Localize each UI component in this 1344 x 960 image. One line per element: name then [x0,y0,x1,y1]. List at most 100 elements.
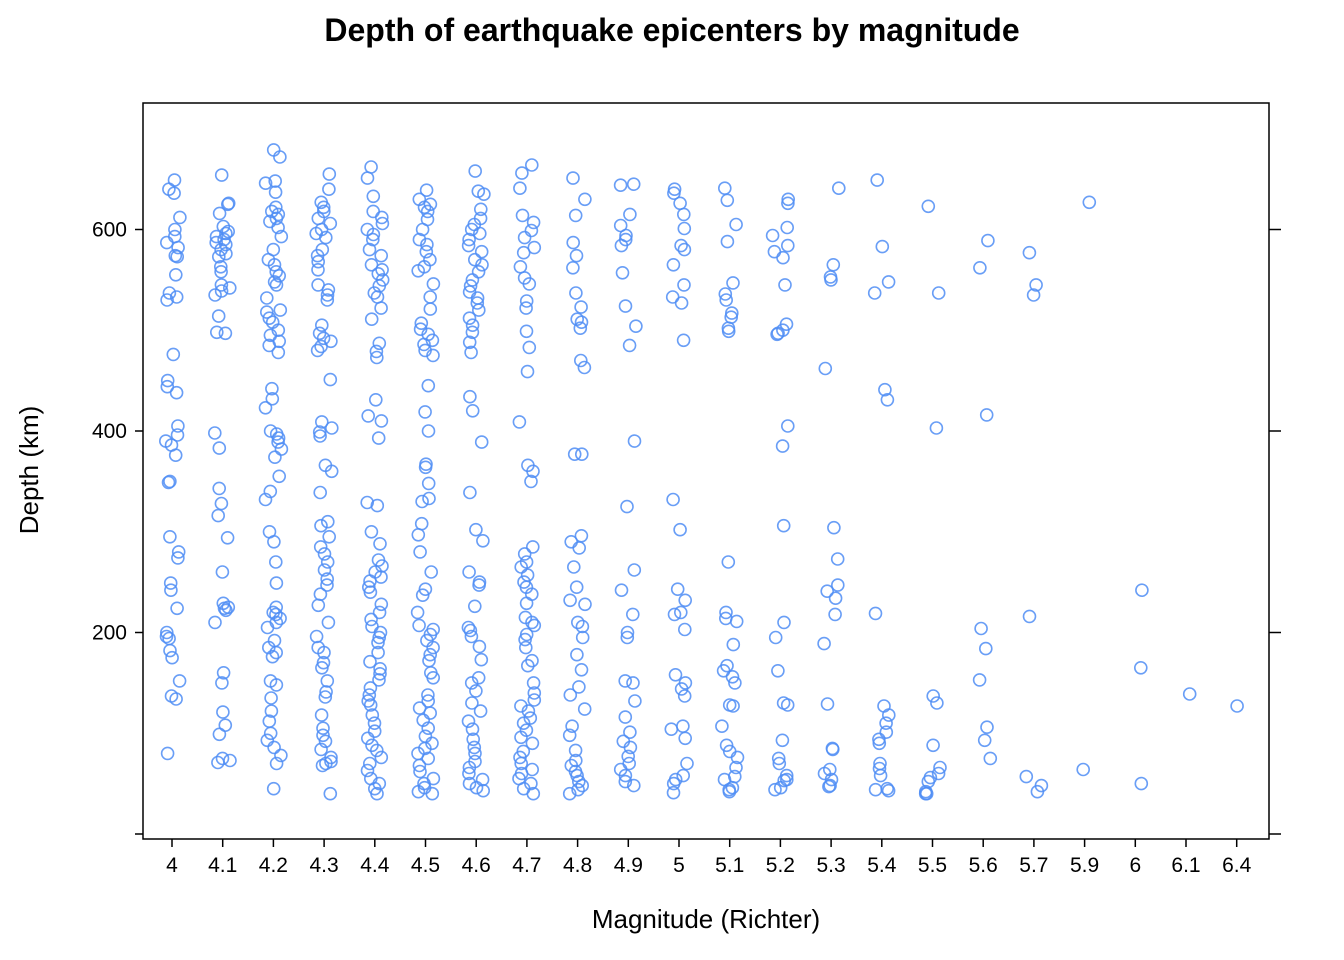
data-point [471,670,486,685]
data-point [526,786,541,801]
data-point [666,492,680,507]
data-point [676,719,690,734]
data-point [420,237,434,252]
data-point [369,344,384,359]
data-point [525,736,540,751]
data-point [778,278,792,292]
data-point [273,150,287,164]
data-point [472,578,486,592]
data-point [520,568,535,582]
data-point [820,584,835,599]
data-point [628,694,642,708]
data-point [214,278,229,292]
data-point [776,518,791,533]
data-point [720,193,735,208]
data-point [314,339,328,354]
data-point [162,286,177,300]
data-point [171,240,185,255]
x-tick-label: 4.9 [614,854,643,877]
data-point [571,782,585,797]
data-point [776,250,790,265]
data-point [168,229,182,244]
data-point [868,782,883,797]
data-point [362,756,377,771]
x-tick-label: 4.8 [563,854,592,877]
data-point [214,259,228,274]
data-point [777,615,791,630]
data-point [522,277,537,291]
data-point [623,207,637,222]
data-point [620,499,634,514]
data-point [366,227,381,242]
data-point [170,428,185,442]
data-point [469,522,483,537]
data-point [677,622,692,637]
data-point [721,555,736,569]
chart-title: Depth of earthquake epicenters by magnit… [324,12,1020,48]
data-point [374,597,389,612]
data-point [831,181,846,195]
data-point [1026,288,1041,302]
data-point [314,415,329,429]
data-point [464,629,479,644]
data-point [316,200,331,215]
data-point [426,277,441,291]
data-point [271,345,286,360]
data-point [569,286,583,300]
data-point [374,750,389,765]
data-point [410,605,425,620]
data-point [415,222,430,237]
data-point [618,674,633,688]
data-point [572,680,586,694]
data-point [169,267,183,282]
data-point [425,786,440,801]
data-point [415,494,429,509]
data-point [466,732,481,747]
data-point [933,760,947,775]
data-point [978,641,993,656]
data-point [666,776,681,791]
data-point [566,260,580,275]
data-point [412,758,427,773]
data-point [765,228,780,243]
x-tick-label: 4.1 [208,854,237,877]
data-point [269,607,283,622]
y-tick-label: 200 [92,622,127,645]
data-point [771,663,785,678]
data-point [259,305,274,319]
data-point [316,728,330,743]
data-point [474,652,489,667]
data-point [418,741,432,756]
data-point [626,778,641,793]
data-point [421,476,436,491]
data-point [313,540,328,554]
x-tick-label: 5.9 [1070,854,1099,877]
data-point [423,290,438,304]
data-point [268,185,283,199]
data-point [318,230,333,245]
data-point [818,361,833,376]
data-point [461,714,476,729]
x-tick-label: 5.3 [816,854,845,877]
data-point [771,751,786,766]
data-point [371,431,386,445]
data-point [160,625,174,640]
data-point [573,321,588,336]
y-tick-label: 600 [92,219,127,242]
data-point [463,485,477,500]
data-point [929,421,944,435]
data-point [160,373,175,388]
data-point [323,372,338,387]
data-point [423,647,438,662]
data-point [214,264,228,279]
data-point [171,551,185,565]
data-point [571,774,586,789]
data-point [1230,699,1244,713]
data-point [219,603,233,618]
data-point [513,259,528,274]
data-point [170,249,184,264]
data-point [367,716,382,731]
data-point [879,716,893,731]
data-point [627,434,642,448]
